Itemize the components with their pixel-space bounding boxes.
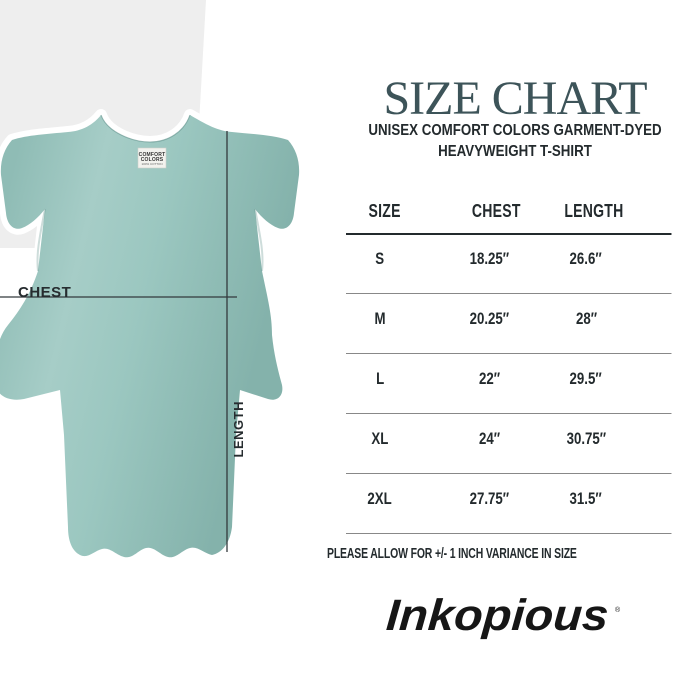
- svg-text:100% COTTON: 100% COTTON: [141, 162, 162, 166]
- svg-text:Inkopious: Inkopious: [385, 591, 610, 640]
- svg-text:®: ®: [615, 606, 621, 614]
